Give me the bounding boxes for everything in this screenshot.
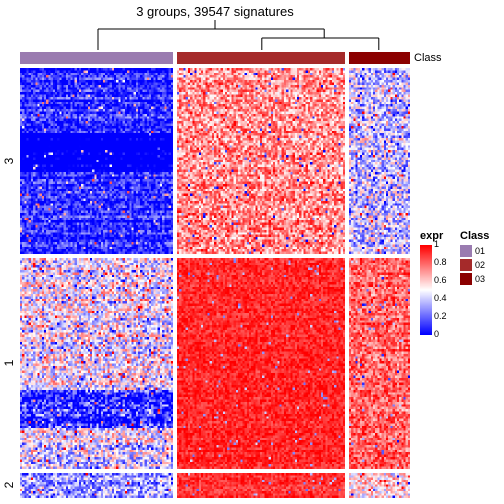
class-swatch: [460, 273, 472, 285]
row-group-label: 3: [2, 152, 16, 170]
class-bar-segment: [349, 52, 410, 64]
dendrogram: [20, 20, 410, 50]
class-legend-title: Class: [460, 230, 504, 242]
class-bar-segment: [20, 52, 173, 64]
row-group-label: 2: [2, 476, 16, 494]
expr-colorbar: [420, 245, 432, 335]
expr-legend-tick: 0.8: [434, 258, 447, 267]
heatmap-panel: [349, 473, 410, 498]
expr-legend-tick: 0.4: [434, 294, 447, 303]
expr-legend-tick: 1: [434, 240, 439, 249]
class-swatch: [460, 245, 472, 257]
class-swatch-row: 01: [460, 245, 504, 257]
heatmap-panel: [349, 68, 410, 254]
expr-legend-tick: 0.2: [434, 312, 447, 321]
heatmap-panel: [177, 68, 345, 254]
heatmap-grid: [20, 68, 410, 498]
class-bar-segment: [177, 52, 345, 64]
heatmap-panel: [177, 258, 345, 469]
class-swatch-label: 03: [475, 274, 485, 284]
row-group-labels: 3 1 2: [0, 68, 18, 498]
heatmap-panel: [20, 258, 173, 469]
class-annotation-bar: [20, 52, 410, 64]
expr-legend-tick: 0: [434, 330, 439, 339]
chart-root: 3 groups, 39547 signatures Class 3 1 2 exp…: [0, 0, 504, 504]
heatmap-panel: [177, 473, 345, 498]
chart-title: 3 groups, 39547 signatures: [20, 4, 410, 19]
class-swatch-row: 03: [460, 273, 504, 285]
heatmap-panel: [20, 473, 173, 498]
class-bar-label: Class: [414, 52, 442, 64]
class-legend: Class 01 02 03: [460, 230, 504, 287]
class-legend-items: 01 02 03: [460, 245, 504, 285]
class-swatch-row: 02: [460, 259, 504, 271]
row-group-label: 1: [2, 354, 16, 372]
heatmap-panel: [349, 258, 410, 469]
heatmap-panel: [20, 68, 173, 254]
class-swatch: [460, 259, 472, 271]
class-swatch-label: 01: [475, 246, 485, 256]
expr-legend-tick: 0.6: [434, 276, 447, 285]
class-swatch-label: 02: [475, 260, 485, 270]
expr-legend: expr 1 0.8 0.6 0.4 0.2 0: [420, 230, 462, 338]
expr-legend-title: expr: [420, 230, 462, 242]
